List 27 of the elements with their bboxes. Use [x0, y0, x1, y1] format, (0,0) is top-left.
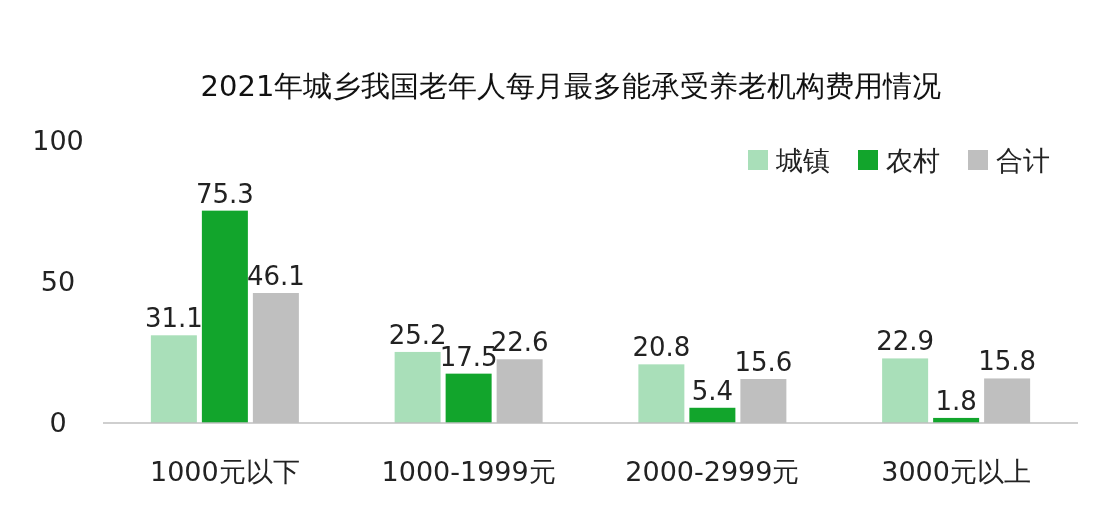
data-label: 5.4	[691, 375, 734, 406]
y-tick-label: 100	[32, 125, 84, 156]
data-label: 15.6	[734, 347, 793, 378]
bar	[638, 364, 685, 423]
x-tick-label: 3000元以上	[881, 456, 1031, 487]
data-label: 15.8	[978, 346, 1037, 377]
legend-label: 合计	[996, 145, 1050, 176]
data-label: 31.1	[144, 303, 203, 334]
y-tick-label: 0	[49, 407, 67, 438]
bar	[150, 335, 197, 423]
x-tick-label: 1000-1999元	[381, 456, 556, 487]
legend-label: 农村	[886, 145, 940, 176]
x-tick-label: 2000-2999元	[625, 456, 800, 487]
bar	[445, 373, 492, 423]
data-label: 46.1	[246, 261, 305, 291]
bar	[394, 351, 441, 423]
y-tick-label: 50	[40, 266, 76, 297]
bar	[882, 358, 929, 423]
legend-label: 城镇	[775, 145, 830, 176]
x-tick-label: 1000元以下	[150, 456, 300, 487]
data-label: 75.3	[195, 178, 254, 209]
data-label: 1.8	[935, 385, 977, 416]
bar	[201, 210, 248, 423]
data-label: 22.9	[876, 326, 935, 357]
data-label: 20.8	[632, 332, 691, 363]
bar	[689, 407, 736, 423]
chart-title: 2021年城乡我国老年人每月最多能承受养老机构费用情况	[200, 69, 942, 103]
